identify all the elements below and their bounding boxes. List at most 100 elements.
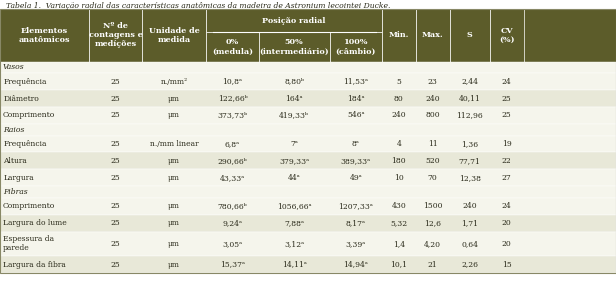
Text: 25: 25 xyxy=(111,219,120,227)
Text: 9,24ᵃ: 9,24ᵃ xyxy=(222,219,243,227)
Text: 164ᵃ: 164ᵃ xyxy=(285,94,303,103)
Text: 80: 80 xyxy=(394,94,403,103)
Text: 389,33ᵃ: 389,33ᵃ xyxy=(341,157,371,165)
Text: μm: μm xyxy=(168,202,180,210)
Text: 1,36: 1,36 xyxy=(461,140,478,148)
Text: 240: 240 xyxy=(426,94,440,103)
Bar xyxy=(206,32,259,62)
Text: 6,8ᵃ: 6,8ᵃ xyxy=(225,140,240,148)
Text: 44ᵃ: 44ᵃ xyxy=(288,174,301,182)
Text: Posição radial: Posição radial xyxy=(262,16,326,25)
Bar xyxy=(0,9,616,62)
Text: Fibras: Fibras xyxy=(3,188,28,196)
Text: Min.: Min. xyxy=(389,31,409,39)
Bar xyxy=(0,61,616,73)
Bar xyxy=(0,124,616,136)
Text: 100%
(câmbio): 100% (câmbio) xyxy=(336,38,376,56)
Text: 11,53ᵃ: 11,53ᵃ xyxy=(343,78,368,86)
Text: Raios: Raios xyxy=(3,126,25,134)
Text: μm: μm xyxy=(168,261,180,268)
Bar xyxy=(259,32,330,62)
Text: 25: 25 xyxy=(111,261,120,268)
Text: 20: 20 xyxy=(502,240,511,248)
Text: 780,66ᵇ: 780,66ᵇ xyxy=(217,202,248,210)
Text: n./mm linear: n./mm linear xyxy=(150,140,198,148)
Text: 0%
(medula): 0% (medula) xyxy=(212,38,253,56)
Text: 240: 240 xyxy=(392,111,406,119)
Text: Nº de
contagens e
medíções: Nº de contagens e medíções xyxy=(89,22,142,48)
Text: 12,38: 12,38 xyxy=(459,174,480,182)
Text: Frequência: Frequência xyxy=(3,140,47,148)
Text: 25: 25 xyxy=(111,240,120,248)
Text: Elementos
anatômicos: Elementos anatômicos xyxy=(19,27,70,44)
Text: 25: 25 xyxy=(111,157,120,165)
Bar xyxy=(0,107,616,124)
Text: 21: 21 xyxy=(428,261,437,268)
Text: 27: 27 xyxy=(502,174,511,182)
Bar xyxy=(89,9,142,62)
Text: 180: 180 xyxy=(392,157,406,165)
Text: 379,33ᵃ: 379,33ᵃ xyxy=(279,157,309,165)
Text: 10,1: 10,1 xyxy=(391,261,407,268)
Text: 8ᵃ: 8ᵃ xyxy=(352,140,360,148)
Text: 25: 25 xyxy=(502,94,511,103)
Bar xyxy=(416,9,450,62)
Text: 25: 25 xyxy=(111,174,120,182)
Text: 25: 25 xyxy=(502,111,511,119)
Text: S: S xyxy=(467,31,472,39)
Text: 3,12ᵃ: 3,12ᵃ xyxy=(284,240,304,248)
Text: 15: 15 xyxy=(502,261,511,268)
Text: 373,73ᵇ: 373,73ᵇ xyxy=(217,111,248,119)
Bar xyxy=(450,9,490,62)
Text: Max.: Max. xyxy=(422,31,444,39)
Text: μm: μm xyxy=(168,240,180,248)
Text: 15,37ᵃ: 15,37ᵃ xyxy=(220,261,245,268)
Text: CV
(%): CV (%) xyxy=(499,27,514,44)
Text: 10,8ᵃ: 10,8ᵃ xyxy=(222,78,243,86)
Text: 25: 25 xyxy=(111,78,120,86)
Text: 14,11ᵃ: 14,11ᵃ xyxy=(282,261,307,268)
Text: 25: 25 xyxy=(111,140,120,148)
Text: n./mm²: n./mm² xyxy=(160,78,188,86)
Text: 240: 240 xyxy=(463,202,477,210)
Bar xyxy=(0,215,616,232)
Text: 4: 4 xyxy=(397,140,401,148)
Text: 11: 11 xyxy=(428,140,437,148)
Text: 12,6: 12,6 xyxy=(424,219,441,227)
Bar xyxy=(490,9,524,62)
Text: Comprimento: Comprimento xyxy=(3,202,55,210)
Bar xyxy=(142,9,206,62)
Text: μm: μm xyxy=(168,111,180,119)
Text: 3,05ᵃ: 3,05ᵃ xyxy=(222,240,243,248)
Bar xyxy=(0,232,616,256)
Text: 70: 70 xyxy=(428,174,437,182)
Text: 546ᵃ: 546ᵃ xyxy=(347,111,365,119)
Text: Largura: Largura xyxy=(3,174,34,182)
Text: 8,17ᵃ: 8,17ᵃ xyxy=(346,219,366,227)
Text: 14,94ᵃ: 14,94ᵃ xyxy=(343,261,368,268)
Text: 10: 10 xyxy=(394,174,403,182)
Text: 112,96: 112,96 xyxy=(456,111,483,119)
Text: μm: μm xyxy=(168,174,180,182)
Text: 25: 25 xyxy=(111,202,120,210)
Text: 800: 800 xyxy=(426,111,440,119)
Text: Comprimento: Comprimento xyxy=(3,111,55,119)
Text: 22: 22 xyxy=(502,157,511,165)
Text: 24: 24 xyxy=(502,202,511,210)
Text: Altura: Altura xyxy=(3,157,27,165)
Text: 23: 23 xyxy=(428,78,438,86)
Text: 19: 19 xyxy=(502,140,511,148)
Bar xyxy=(0,90,616,107)
Text: 49ᵃ: 49ᵃ xyxy=(349,174,362,182)
Text: μm: μm xyxy=(168,219,180,227)
Text: 2,26: 2,26 xyxy=(461,261,478,268)
Text: 7ᵃ: 7ᵃ xyxy=(290,140,298,148)
Bar xyxy=(0,9,616,273)
Text: 1500: 1500 xyxy=(423,202,442,210)
Text: 0,64: 0,64 xyxy=(461,240,478,248)
Bar xyxy=(0,136,616,152)
Text: Largura da fibra: Largura da fibra xyxy=(3,261,66,268)
Text: 5: 5 xyxy=(397,78,401,86)
Text: 430: 430 xyxy=(392,202,406,210)
Text: 290,66ᵇ: 290,66ᵇ xyxy=(217,157,248,165)
